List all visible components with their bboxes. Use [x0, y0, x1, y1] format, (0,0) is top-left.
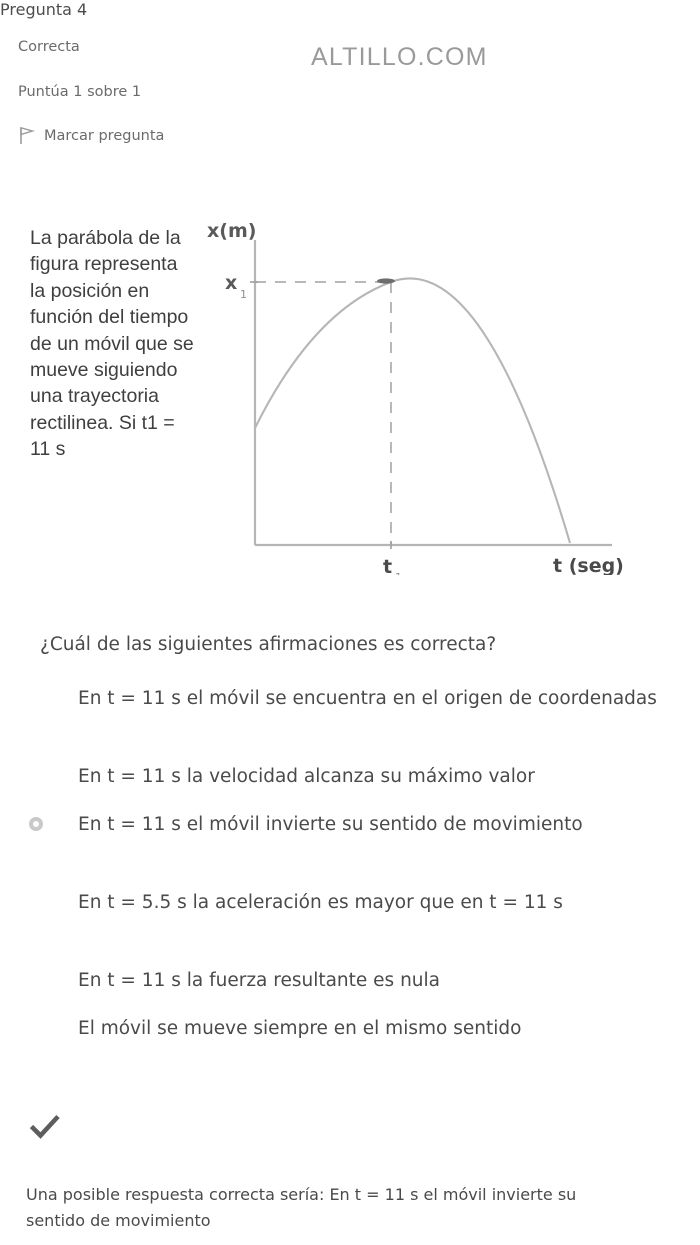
flag-icon	[18, 126, 36, 145]
radio-button[interactable]	[28, 891, 56, 917]
question-state: Correcta	[18, 39, 80, 55]
radio-button[interactable]	[28, 765, 56, 791]
radio-button-selected[interactable]	[28, 813, 56, 839]
flag-question-label: Marcar pregunta	[44, 127, 165, 144]
question-number: Pregunta 4	[0, 0, 88, 19]
question-grade: Puntúa 1 sobre 1	[18, 84, 142, 100]
y-tick-label-x1-sub: 1	[240, 288, 247, 301]
parabola-curve	[254, 277, 572, 544]
question-prompt: ¿Cuál de las siguientes afirmaciones es …	[40, 634, 497, 655]
answer-option[interactable]: En t = 11 s la velocidad alcanza su máxi…	[28, 762, 660, 792]
x-tick-label-t1: t	[383, 556, 392, 575]
answer-option-label: En t = 5.5 s la aceleración es mayor que…	[78, 892, 563, 913]
figure-block: La parábola de la figura representa la p…	[0, 215, 700, 585]
answer-option-label: En t = 11 s el móvil se encuentra en el …	[78, 688, 657, 709]
x-axis-label: t (seg)	[553, 555, 624, 575]
problem-statement-text: La parábola de la figura representa la p…	[30, 227, 194, 461]
y-axis-label: x(m)	[207, 220, 256, 242]
answer-option-selected[interactable]: En t = 11 s el móvil invierte su sentido…	[28, 810, 660, 840]
feedback-text: Una posible respuesta correcta sería: En…	[26, 1185, 577, 1230]
check-icon	[28, 1110, 62, 1144]
radio-button[interactable]	[28, 687, 56, 713]
answer-option-label: El móvil se mueve siempre en el mismo se…	[78, 1018, 522, 1039]
question-header: Pregunta 4 Correcta Puntúa 1 sobre 1 Mar…	[0, 0, 700, 165]
site-watermark: ALTILLO.COM	[311, 43, 488, 71]
answer-option-label: En t = 11 s la velocidad alcanza su máxi…	[78, 766, 535, 787]
position-time-parabola-chart: x(m) x 1 t 1 t (seg)	[207, 220, 624, 575]
radio-ring	[29, 817, 43, 831]
answer-option[interactable]: En t = 5.5 s la aceleración es mayor que…	[28, 888, 660, 918]
answer-option-label: En t = 11 s el móvil invierte su sentido…	[78, 814, 583, 835]
flag-question-button[interactable]: Marcar pregunta	[18, 126, 164, 145]
radio-button[interactable]	[28, 1017, 56, 1043]
radio-button[interactable]	[28, 969, 56, 995]
answer-option-label: En t = 11 s la fuerza resultante es nula	[78, 970, 441, 991]
x-tick-label-t1-sub: 1	[395, 571, 402, 575]
peak-marker	[377, 278, 395, 284]
answer-option[interactable]: En t = 11 s el móvil se encuentra en el …	[28, 684, 660, 714]
answer-option[interactable]: En t = 11 s la fuerza resultante es nula	[28, 966, 660, 996]
y-tick-label-x1: x	[225, 272, 237, 294]
answer-option[interactable]: El móvil se mueve siempre en el mismo se…	[28, 1014, 660, 1044]
